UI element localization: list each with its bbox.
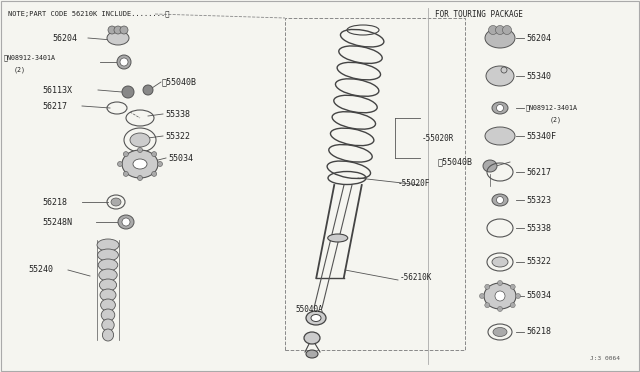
Text: 56113X: 56113X bbox=[42, 86, 72, 94]
Circle shape bbox=[124, 152, 129, 157]
Ellipse shape bbox=[493, 327, 507, 337]
Text: 55338: 55338 bbox=[526, 224, 551, 232]
Text: 55338: 55338 bbox=[165, 109, 190, 119]
Circle shape bbox=[152, 152, 157, 157]
Text: 55323: 55323 bbox=[526, 196, 551, 205]
Text: 55034: 55034 bbox=[526, 292, 551, 301]
Ellipse shape bbox=[484, 283, 516, 309]
Text: ※55040B: ※55040B bbox=[162, 77, 197, 87]
Ellipse shape bbox=[143, 85, 153, 95]
Bar bbox=[285, 18, 465, 350]
Circle shape bbox=[120, 58, 128, 66]
Ellipse shape bbox=[102, 319, 114, 331]
Circle shape bbox=[138, 176, 143, 180]
Ellipse shape bbox=[107, 31, 129, 45]
Circle shape bbox=[484, 303, 490, 308]
Circle shape bbox=[488, 26, 497, 35]
Text: NOTE;PART CODE 56210K INCLUDE........※: NOTE;PART CODE 56210K INCLUDE........※ bbox=[8, 11, 170, 17]
Text: 55340: 55340 bbox=[526, 71, 551, 80]
Circle shape bbox=[497, 280, 502, 285]
Text: (2): (2) bbox=[550, 117, 562, 123]
Ellipse shape bbox=[130, 133, 150, 147]
Text: 55240: 55240 bbox=[28, 266, 53, 275]
Circle shape bbox=[515, 294, 520, 298]
Text: FOR TOURING PACKAGE: FOR TOURING PACKAGE bbox=[435, 10, 523, 19]
Ellipse shape bbox=[117, 55, 131, 69]
Circle shape bbox=[495, 291, 505, 301]
Text: ※55040B: ※55040B bbox=[438, 157, 473, 167]
Ellipse shape bbox=[328, 234, 348, 242]
Circle shape bbox=[152, 171, 157, 176]
Ellipse shape bbox=[485, 28, 515, 48]
Text: 56204: 56204 bbox=[52, 33, 77, 42]
Ellipse shape bbox=[118, 215, 134, 229]
Ellipse shape bbox=[306, 350, 318, 358]
Circle shape bbox=[497, 196, 504, 203]
Ellipse shape bbox=[97, 239, 119, 251]
Text: 56217: 56217 bbox=[42, 102, 67, 110]
Text: -56210K: -56210K bbox=[400, 273, 433, 282]
Ellipse shape bbox=[133, 159, 147, 169]
Ellipse shape bbox=[492, 257, 508, 267]
Circle shape bbox=[495, 26, 504, 35]
Ellipse shape bbox=[101, 309, 115, 321]
Circle shape bbox=[479, 294, 484, 298]
Ellipse shape bbox=[99, 279, 116, 291]
Ellipse shape bbox=[100, 299, 115, 311]
Ellipse shape bbox=[483, 160, 497, 172]
Circle shape bbox=[497, 105, 504, 112]
Ellipse shape bbox=[485, 127, 515, 145]
Text: (2): (2) bbox=[14, 67, 26, 73]
Ellipse shape bbox=[492, 102, 508, 114]
Circle shape bbox=[120, 26, 128, 34]
Text: ※N08912-3401A: ※N08912-3401A bbox=[4, 55, 56, 61]
Ellipse shape bbox=[304, 332, 320, 344]
Circle shape bbox=[510, 284, 515, 289]
Text: 56217: 56217 bbox=[526, 167, 551, 176]
Text: J:3 0064: J:3 0064 bbox=[590, 356, 620, 360]
Ellipse shape bbox=[486, 66, 514, 86]
Ellipse shape bbox=[99, 269, 117, 281]
Ellipse shape bbox=[98, 259, 118, 271]
Ellipse shape bbox=[122, 86, 134, 98]
Ellipse shape bbox=[122, 150, 158, 178]
Circle shape bbox=[510, 303, 515, 308]
Ellipse shape bbox=[111, 198, 121, 206]
Text: 55340F: 55340F bbox=[526, 131, 556, 141]
Circle shape bbox=[108, 26, 116, 34]
Circle shape bbox=[118, 161, 122, 167]
Text: ※N08912-3401A: ※N08912-3401A bbox=[526, 105, 578, 111]
Circle shape bbox=[157, 161, 163, 167]
Circle shape bbox=[124, 171, 129, 176]
Text: 55034: 55034 bbox=[168, 154, 193, 163]
Ellipse shape bbox=[98, 249, 118, 261]
Circle shape bbox=[497, 307, 502, 311]
Circle shape bbox=[138, 148, 143, 153]
Text: 55322: 55322 bbox=[526, 257, 551, 266]
Ellipse shape bbox=[100, 289, 116, 301]
Text: -55020R: -55020R bbox=[422, 134, 454, 142]
Ellipse shape bbox=[102, 329, 114, 341]
Text: -55020F: -55020F bbox=[398, 179, 430, 187]
Ellipse shape bbox=[311, 314, 321, 321]
Text: 56204: 56204 bbox=[526, 33, 551, 42]
Ellipse shape bbox=[306, 311, 326, 325]
Text: 56218: 56218 bbox=[526, 327, 551, 337]
Circle shape bbox=[114, 26, 122, 34]
Circle shape bbox=[484, 284, 490, 289]
Circle shape bbox=[502, 26, 511, 35]
Text: 55040A: 55040A bbox=[295, 305, 323, 314]
Circle shape bbox=[122, 218, 130, 226]
Ellipse shape bbox=[492, 194, 508, 206]
Text: 55248N: 55248N bbox=[42, 218, 72, 227]
Text: 56218: 56218 bbox=[42, 198, 67, 206]
Text: 55322: 55322 bbox=[165, 131, 190, 141]
